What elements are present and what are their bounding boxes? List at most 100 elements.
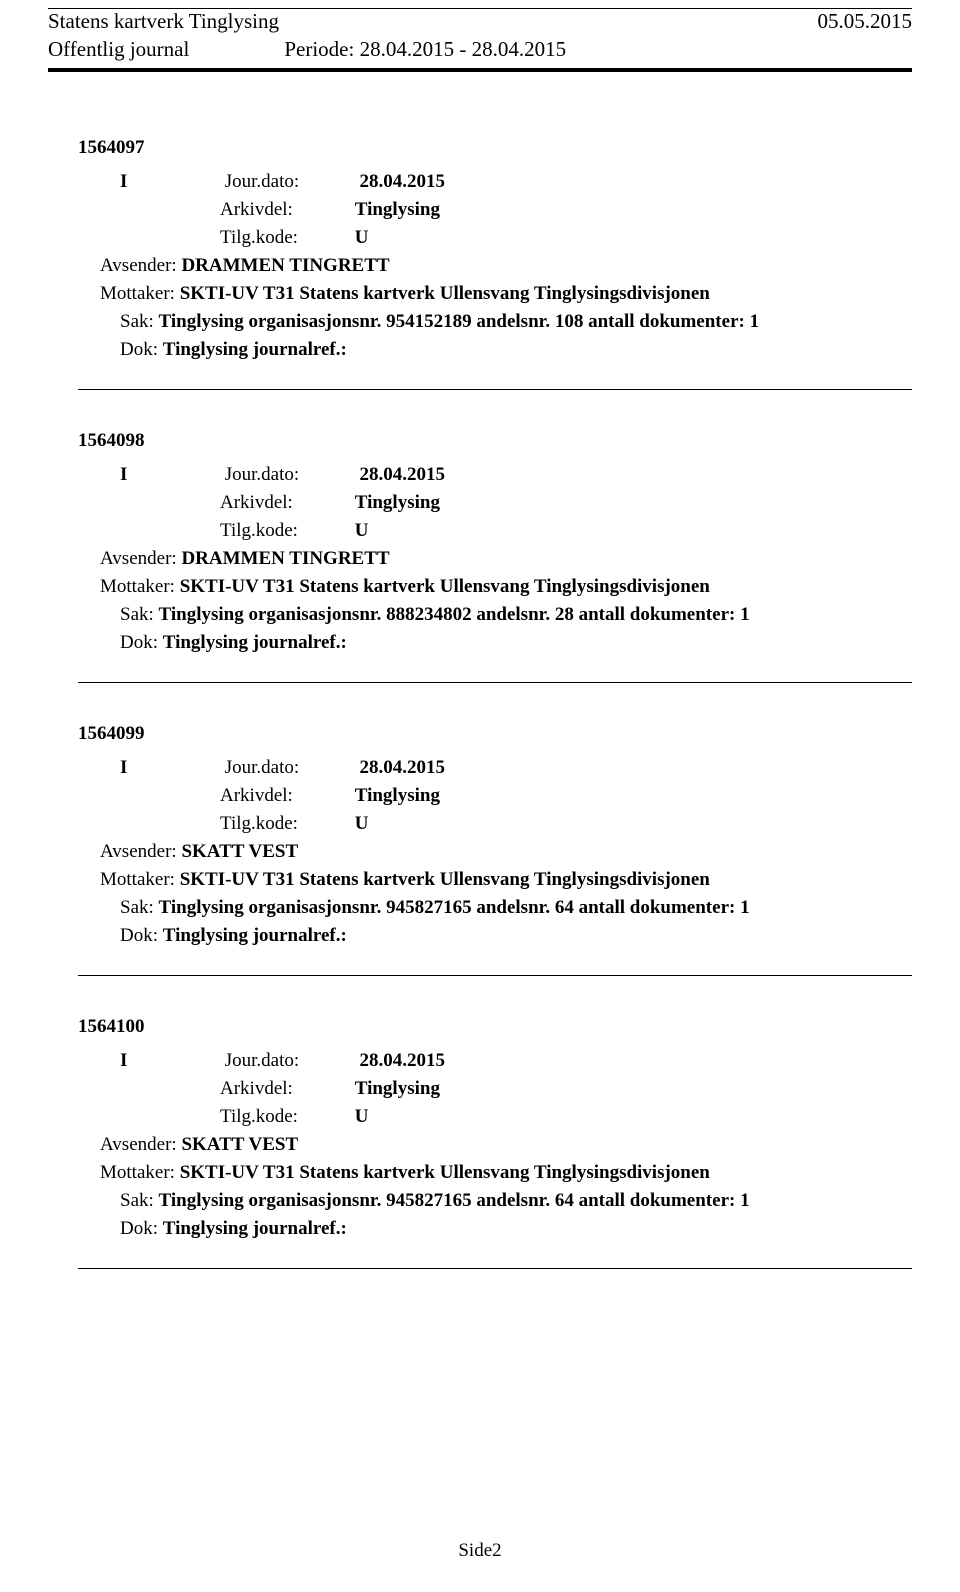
avsender-value: DRAMMEN TINGRETT [181, 255, 389, 276]
dok-value: Tinglysing journalref.: [163, 339, 347, 360]
entry-id: 1564099 [78, 723, 912, 745]
entry-jourdato-line: I Jour.dato: 28.04.2015 [120, 171, 912, 193]
dok-value: Tinglysing journalref.: [163, 1218, 347, 1239]
tilgkode-value: U [355, 520, 369, 541]
entry-io: I [120, 757, 220, 779]
entry-arkivdel-line: Arkivdel: Tinglysing [120, 785, 912, 807]
arkivdel-label: Arkivdel: [220, 1078, 350, 1100]
entry-separator [78, 682, 912, 683]
jourdato-label: Jour.dato: [225, 464, 355, 486]
arkivdel-label: Arkivdel: [220, 199, 350, 221]
avsender-label: Avsender: [100, 1134, 177, 1155]
mottaker-label: Mottaker: [100, 283, 175, 304]
header-row-1: Statens kartverk Tinglysing 05.05.2015 [48, 9, 912, 34]
avsender-value: SKATT VEST [181, 841, 298, 862]
arkivdel-value: Tinglysing [355, 1078, 440, 1099]
dok-label: Dok: [120, 925, 158, 946]
entry-mottaker-line: Mottaker: SKTI-UV T31 Statens kartverk U… [100, 1162, 912, 1184]
entry-mottaker-line: Mottaker: SKTI-UV T31 Statens kartverk U… [100, 869, 912, 891]
avsender-label: Avsender: [100, 841, 177, 862]
sak-value: Tinglysing organisasjonsnr. 888234802 an… [159, 604, 750, 625]
entry-sak-line: Sak: Tinglysing organisasjonsnr. 8882348… [120, 604, 912, 626]
tilgkode-label: Tilg.kode: [220, 1106, 350, 1128]
arkivdel-value: Tinglysing [355, 492, 440, 513]
avsender-label: Avsender: [100, 548, 177, 569]
entry-tilgkode-line: Tilg.kode: U [120, 227, 912, 249]
entry-separator [78, 1268, 912, 1269]
entry-sak-line: Sak: Tinglysing organisasjonsnr. 9458271… [120, 897, 912, 919]
dok-value: Tinglysing journalref.: [163, 632, 347, 653]
entry-id: 1564098 [78, 430, 912, 452]
sak-label: Sak: [120, 897, 154, 918]
entry-io: I [120, 171, 220, 193]
entry-dok-line: Dok: Tinglysing journalref.: [120, 632, 912, 654]
entry-arkivdel-line: Arkivdel: Tinglysing [120, 1078, 912, 1100]
sak-label: Sak: [120, 604, 154, 625]
jourdato-value: 28.04.2015 [360, 464, 446, 485]
sak-value: Tinglysing organisasjonsnr. 954152189 an… [159, 311, 760, 332]
mottaker-label: Mottaker: [100, 576, 175, 597]
entry-dok-line: Dok: Tinglysing journalref.: [120, 1218, 912, 1240]
tilgkode-label: Tilg.kode: [220, 227, 350, 249]
mottaker-value: SKTI-UV T31 Statens kartverk Ullensvang … [180, 869, 710, 890]
tilgkode-value: U [355, 227, 369, 248]
arkivdel-label: Arkivdel: [220, 492, 350, 514]
avsender-value: DRAMMEN TINGRETT [181, 548, 389, 569]
entry-arkivdel-line: Arkivdel: Tinglysing [120, 492, 912, 514]
entry-separator [78, 975, 912, 976]
entry-avsender-line: Avsender: DRAMMEN TINGRETT [100, 548, 912, 570]
journal-entry: 1564098 I Jour.dato: 28.04.2015 Arkivdel… [78, 430, 912, 683]
dok-value: Tinglysing journalref.: [163, 925, 347, 946]
tilgkode-value: U [355, 813, 369, 834]
arkivdel-value: Tinglysing [355, 199, 440, 220]
sak-label: Sak: [120, 1190, 154, 1211]
avsender-label: Avsender: [100, 255, 177, 276]
period-value: 28.04.2015 - 28.04.2015 [360, 37, 567, 61]
page-header: Statens kartverk Tinglysing 05.05.2015 O… [48, 8, 912, 72]
dok-label: Dok: [120, 632, 158, 653]
entry-tilgkode-line: Tilg.kode: U [120, 520, 912, 542]
jourdato-value: 28.04.2015 [360, 757, 446, 778]
entry-sak-line: Sak: Tinglysing organisasjonsnr. 9458271… [120, 1190, 912, 1212]
entry-mottaker-line: Mottaker: SKTI-UV T31 Statens kartverk U… [100, 283, 912, 305]
avsender-value: SKATT VEST [181, 1134, 298, 1155]
entry-separator [78, 389, 912, 390]
jourdato-label: Jour.dato: [225, 171, 355, 193]
tilgkode-value: U [355, 1106, 369, 1127]
mottaker-value: SKTI-UV T31 Statens kartverk Ullensvang … [180, 576, 710, 597]
sak-value: Tinglysing organisasjonsnr. 945827165 an… [159, 1190, 750, 1211]
header-title: Statens kartverk Tinglysing [48, 9, 279, 34]
entry-tilgkode-line: Tilg.kode: U [120, 813, 912, 835]
mottaker-label: Mottaker: [100, 869, 175, 890]
entry-io: I [120, 464, 220, 486]
mottaker-value: SKTI-UV T31 Statens kartverk Ullensvang … [180, 1162, 710, 1183]
arkivdel-label: Arkivdel: [220, 785, 350, 807]
header-rule-bottom [48, 68, 912, 72]
entry-mottaker-line: Mottaker: SKTI-UV T31 Statens kartverk U… [100, 576, 912, 598]
jourdato-value: 28.04.2015 [360, 171, 446, 192]
journal-entry: 1564100 I Jour.dato: 28.04.2015 Arkivdel… [78, 1016, 912, 1269]
header-row-2: Offentlig journal Periode: 28.04.2015 - … [48, 37, 912, 62]
mottaker-value: SKTI-UV T31 Statens kartverk Ullensvang … [180, 283, 710, 304]
mottaker-label: Mottaker: [100, 1162, 175, 1183]
page-container: Statens kartverk Tinglysing 05.05.2015 O… [0, 0, 960, 1269]
dok-label: Dok: [120, 339, 158, 360]
entry-id: 1564097 [78, 137, 912, 159]
entry-jourdato-line: I Jour.dato: 28.04.2015 [120, 464, 912, 486]
header-subtitle: Offentlig journal [48, 37, 189, 62]
entry-id: 1564100 [78, 1016, 912, 1038]
entries-container: 1564097 I Jour.dato: 28.04.2015 Arkivdel… [48, 137, 912, 1269]
entry-arkivdel-line: Arkivdel: Tinglysing [120, 199, 912, 221]
sak-value: Tinglysing organisasjonsnr. 945827165 an… [159, 897, 750, 918]
header-date: 05.05.2015 [818, 9, 913, 34]
entry-io: I [120, 1050, 220, 1072]
journal-entry: 1564099 I Jour.dato: 28.04.2015 Arkivdel… [78, 723, 912, 976]
journal-entry: 1564097 I Jour.dato: 28.04.2015 Arkivdel… [78, 137, 912, 390]
entry-dok-line: Dok: Tinglysing journalref.: [120, 925, 912, 947]
tilgkode-label: Tilg.kode: [220, 813, 350, 835]
entry-jourdato-line: I Jour.dato: 28.04.2015 [120, 1050, 912, 1072]
entry-jourdato-line: I Jour.dato: 28.04.2015 [120, 757, 912, 779]
arkivdel-value: Tinglysing [355, 785, 440, 806]
page-footer: Side2 [0, 1540, 960, 1562]
entry-sak-line: Sak: Tinglysing organisasjonsnr. 9541521… [120, 311, 912, 333]
